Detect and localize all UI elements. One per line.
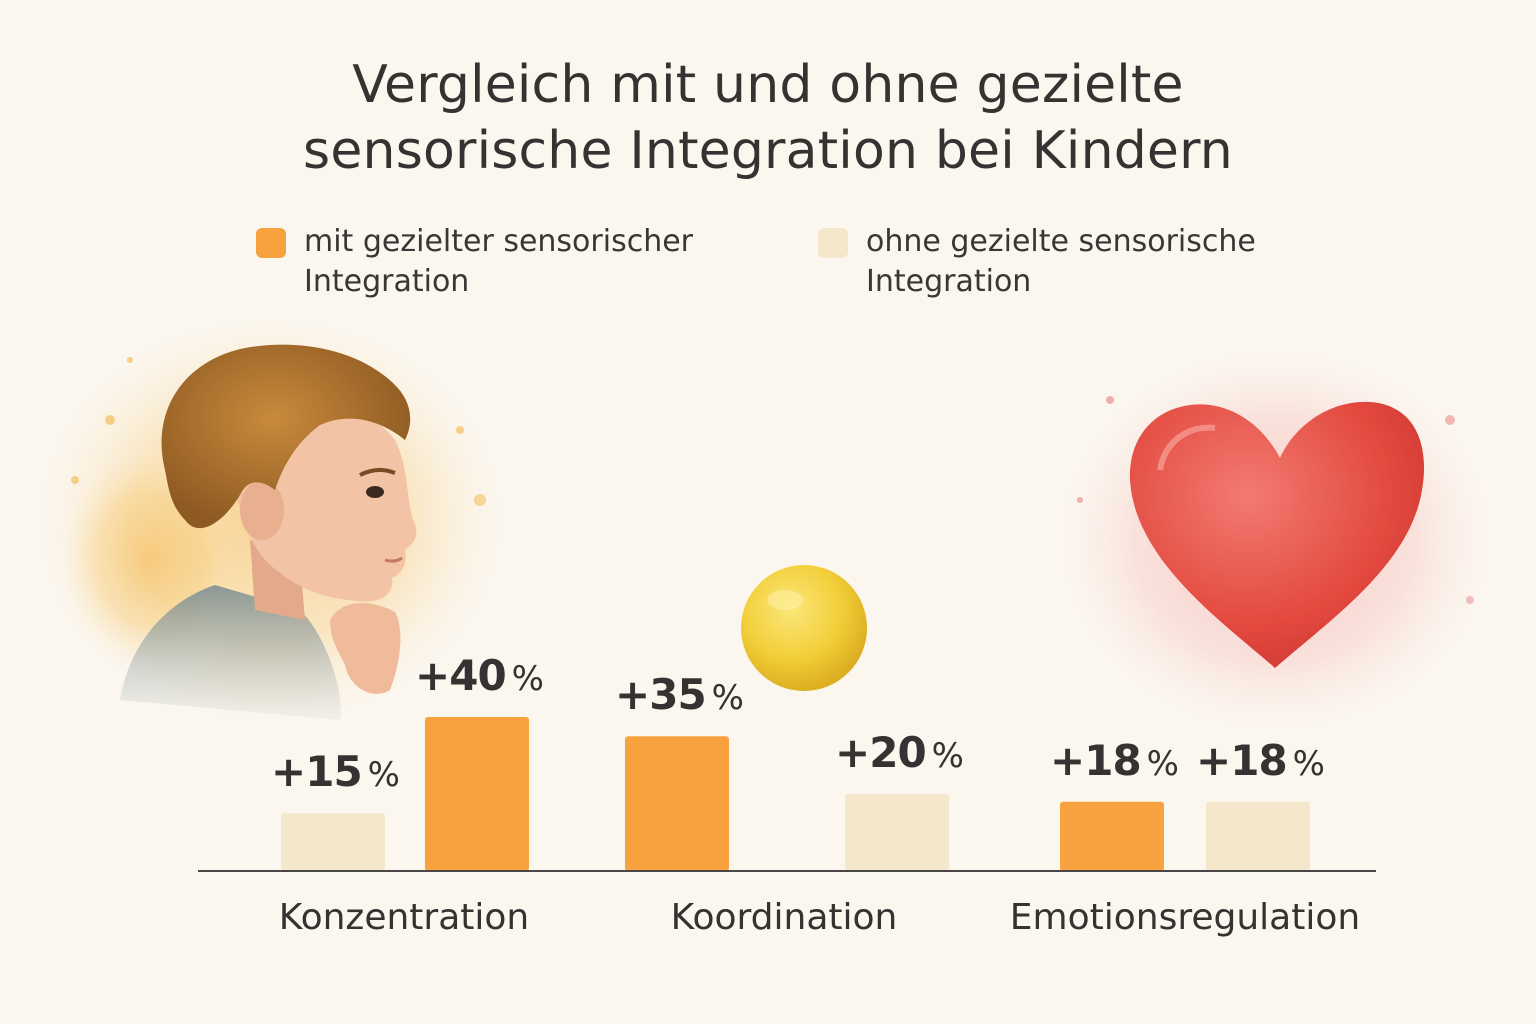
- bar-konzentration-without: [281, 813, 385, 871]
- value-label-number: +18: [1196, 735, 1288, 785]
- value-label: +18%: [1196, 735, 1325, 785]
- legend-swatch-without: [818, 228, 848, 258]
- bar-koordination-with: [625, 736, 729, 871]
- yellow-ball-illustration: [741, 565, 867, 691]
- bar-emotionsregulation-without: [1206, 801, 1310, 871]
- chart-title: Vergleich mit und ohne gezielte sensoris…: [0, 52, 1536, 184]
- value-label-number: +15: [271, 747, 363, 797]
- legend-item-with: mit gezielter sensorischer Integration: [256, 222, 744, 302]
- value-label-number: +20: [835, 728, 927, 777]
- value-label-unit: %: [1146, 743, 1179, 784]
- category-label: Koordination: [670, 897, 898, 938]
- value-label-unit: %: [1292, 743, 1325, 784]
- heart-illustration: [1060, 350, 1490, 730]
- value-label-unit: %: [367, 755, 400, 796]
- value-label: +15%: [271, 747, 400, 797]
- legend-label-without: ohne gezielte sensorische Integration: [866, 224, 1256, 299]
- legend-swatch-with: [256, 228, 286, 258]
- bar-emotionsregulation-with: [1060, 801, 1164, 871]
- value-label-number: +40: [415, 651, 507, 700]
- value-label: +35%: [615, 670, 744, 720]
- value-label-unit: %: [711, 678, 744, 719]
- bar-koordination-without: [845, 794, 949, 871]
- bar-konzentration-with: [425, 717, 529, 871]
- value-label-unit: %: [511, 659, 544, 699]
- value-label-number: +18: [1050, 735, 1142, 785]
- legend-label-with: mit gezielter sensorischer Integration: [304, 224, 694, 299]
- boy-illustration: [40, 320, 500, 720]
- value-label: +20%: [835, 728, 964, 777]
- title-line-2: sensorische Integration bei Kindern: [303, 121, 1233, 181]
- value-label-number: +35: [615, 670, 707, 720]
- value-label: +18%: [1050, 735, 1179, 785]
- title-line-1: Vergleich mit und ohne gezielte: [352, 55, 1184, 115]
- value-label: +40%: [415, 651, 544, 700]
- category-label: Emotionsregulation: [1009, 897, 1361, 938]
- value-label-unit: %: [931, 736, 964, 776]
- category-label: Konzentration: [278, 897, 530, 938]
- legend-item-without: ohne gezielte sensorische Integration: [818, 222, 1306, 302]
